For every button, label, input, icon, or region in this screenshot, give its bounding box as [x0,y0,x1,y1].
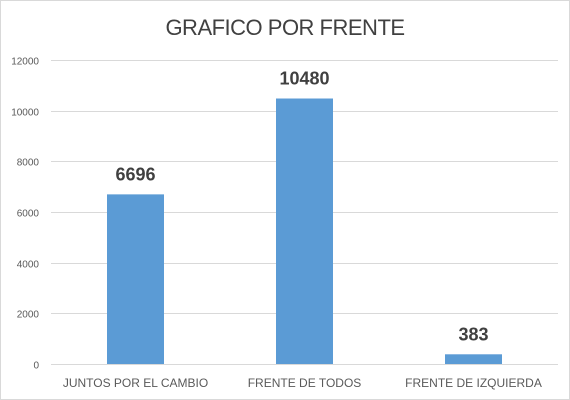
bar [276,98,333,365]
x-tick-label: JUNTOS POR EL CAMBIO [63,376,208,390]
x-axis-tick-labels: JUNTOS POR EL CAMBIO FRENTE DE TODOS FRENT… [63,376,542,390]
bars [107,98,502,365]
data-labels: 6696 10480 383 [115,69,488,345]
y-tick-label: 10000 [11,108,39,119]
chart-title: GRAFICO POR FRENTE [165,15,405,40]
bar [107,194,164,364]
x-tick-label: FRENTE DE TODOS [248,376,362,390]
y-tick-label: 12000 [11,57,39,68]
y-tick-label: 2000 [17,310,40,321]
data-label: 383 [458,324,488,344]
y-tick-label: 4000 [17,260,40,271]
y-axis-tick-labels: 0 2000 4000 6000 8000 10000 12000 [11,57,39,372]
data-label: 10480 [279,69,329,89]
y-tick-label: 0 [33,361,39,372]
x-tick-label: FRENTE DE IZQUIERDA [405,376,542,390]
bar [445,354,502,364]
data-label: 6696 [115,164,155,184]
y-tick-label: 8000 [17,158,40,169]
y-tick-label: 6000 [17,209,40,220]
